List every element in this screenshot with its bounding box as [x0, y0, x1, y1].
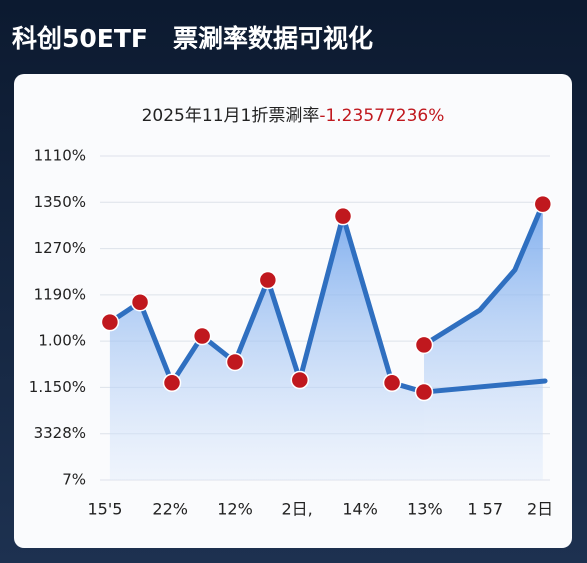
y-tick-label: 1110%: [34, 147, 86, 165]
point: [100, 312, 120, 332]
y-tick-label: 1270%: [34, 239, 86, 257]
x-tick-label: 2日: [527, 500, 553, 519]
x-tick-label: 15'5: [87, 500, 122, 519]
y-tick-label: 1.150%: [29, 378, 86, 396]
point: [414, 382, 434, 402]
chart-title: 科创50ETF 票涮率数据可视化: [12, 24, 373, 53]
x-tick-label: 2日,: [281, 500, 312, 519]
point: [382, 373, 402, 393]
area: [109, 216, 425, 480]
subtitle: 2025年11月1折票涮率-1.23577236%: [142, 106, 445, 126]
line: [421, 201, 546, 348]
y-tick-label: 7%: [62, 471, 86, 489]
subtitle-text: 2025年11月1折票涮率: [142, 106, 320, 126]
x-tick-label: 22%: [152, 500, 188, 519]
point: [258, 270, 278, 290]
x-tick-label: 14%: [342, 500, 378, 519]
line: [421, 378, 548, 395]
y-tick-label: 1190%: [34, 285, 86, 303]
point: [162, 373, 182, 393]
point: [225, 352, 245, 372]
y-tick-label: 3328%: [34, 424, 86, 442]
line: [107, 213, 427, 395]
subtitle-value: -1.23577236%: [319, 106, 444, 126]
point: [533, 194, 553, 214]
y-tick-label: 1350%: [34, 193, 86, 211]
x-tick-label: 1 57: [467, 500, 503, 519]
y-tick-label: 1.00%: [38, 332, 86, 350]
point: [414, 335, 434, 355]
x-tick-label: 12%: [217, 500, 253, 519]
point: [290, 370, 310, 390]
x-tick-label: 13%: [407, 500, 443, 519]
point: [130, 293, 150, 312]
point: [192, 326, 212, 346]
point: [333, 206, 353, 226]
